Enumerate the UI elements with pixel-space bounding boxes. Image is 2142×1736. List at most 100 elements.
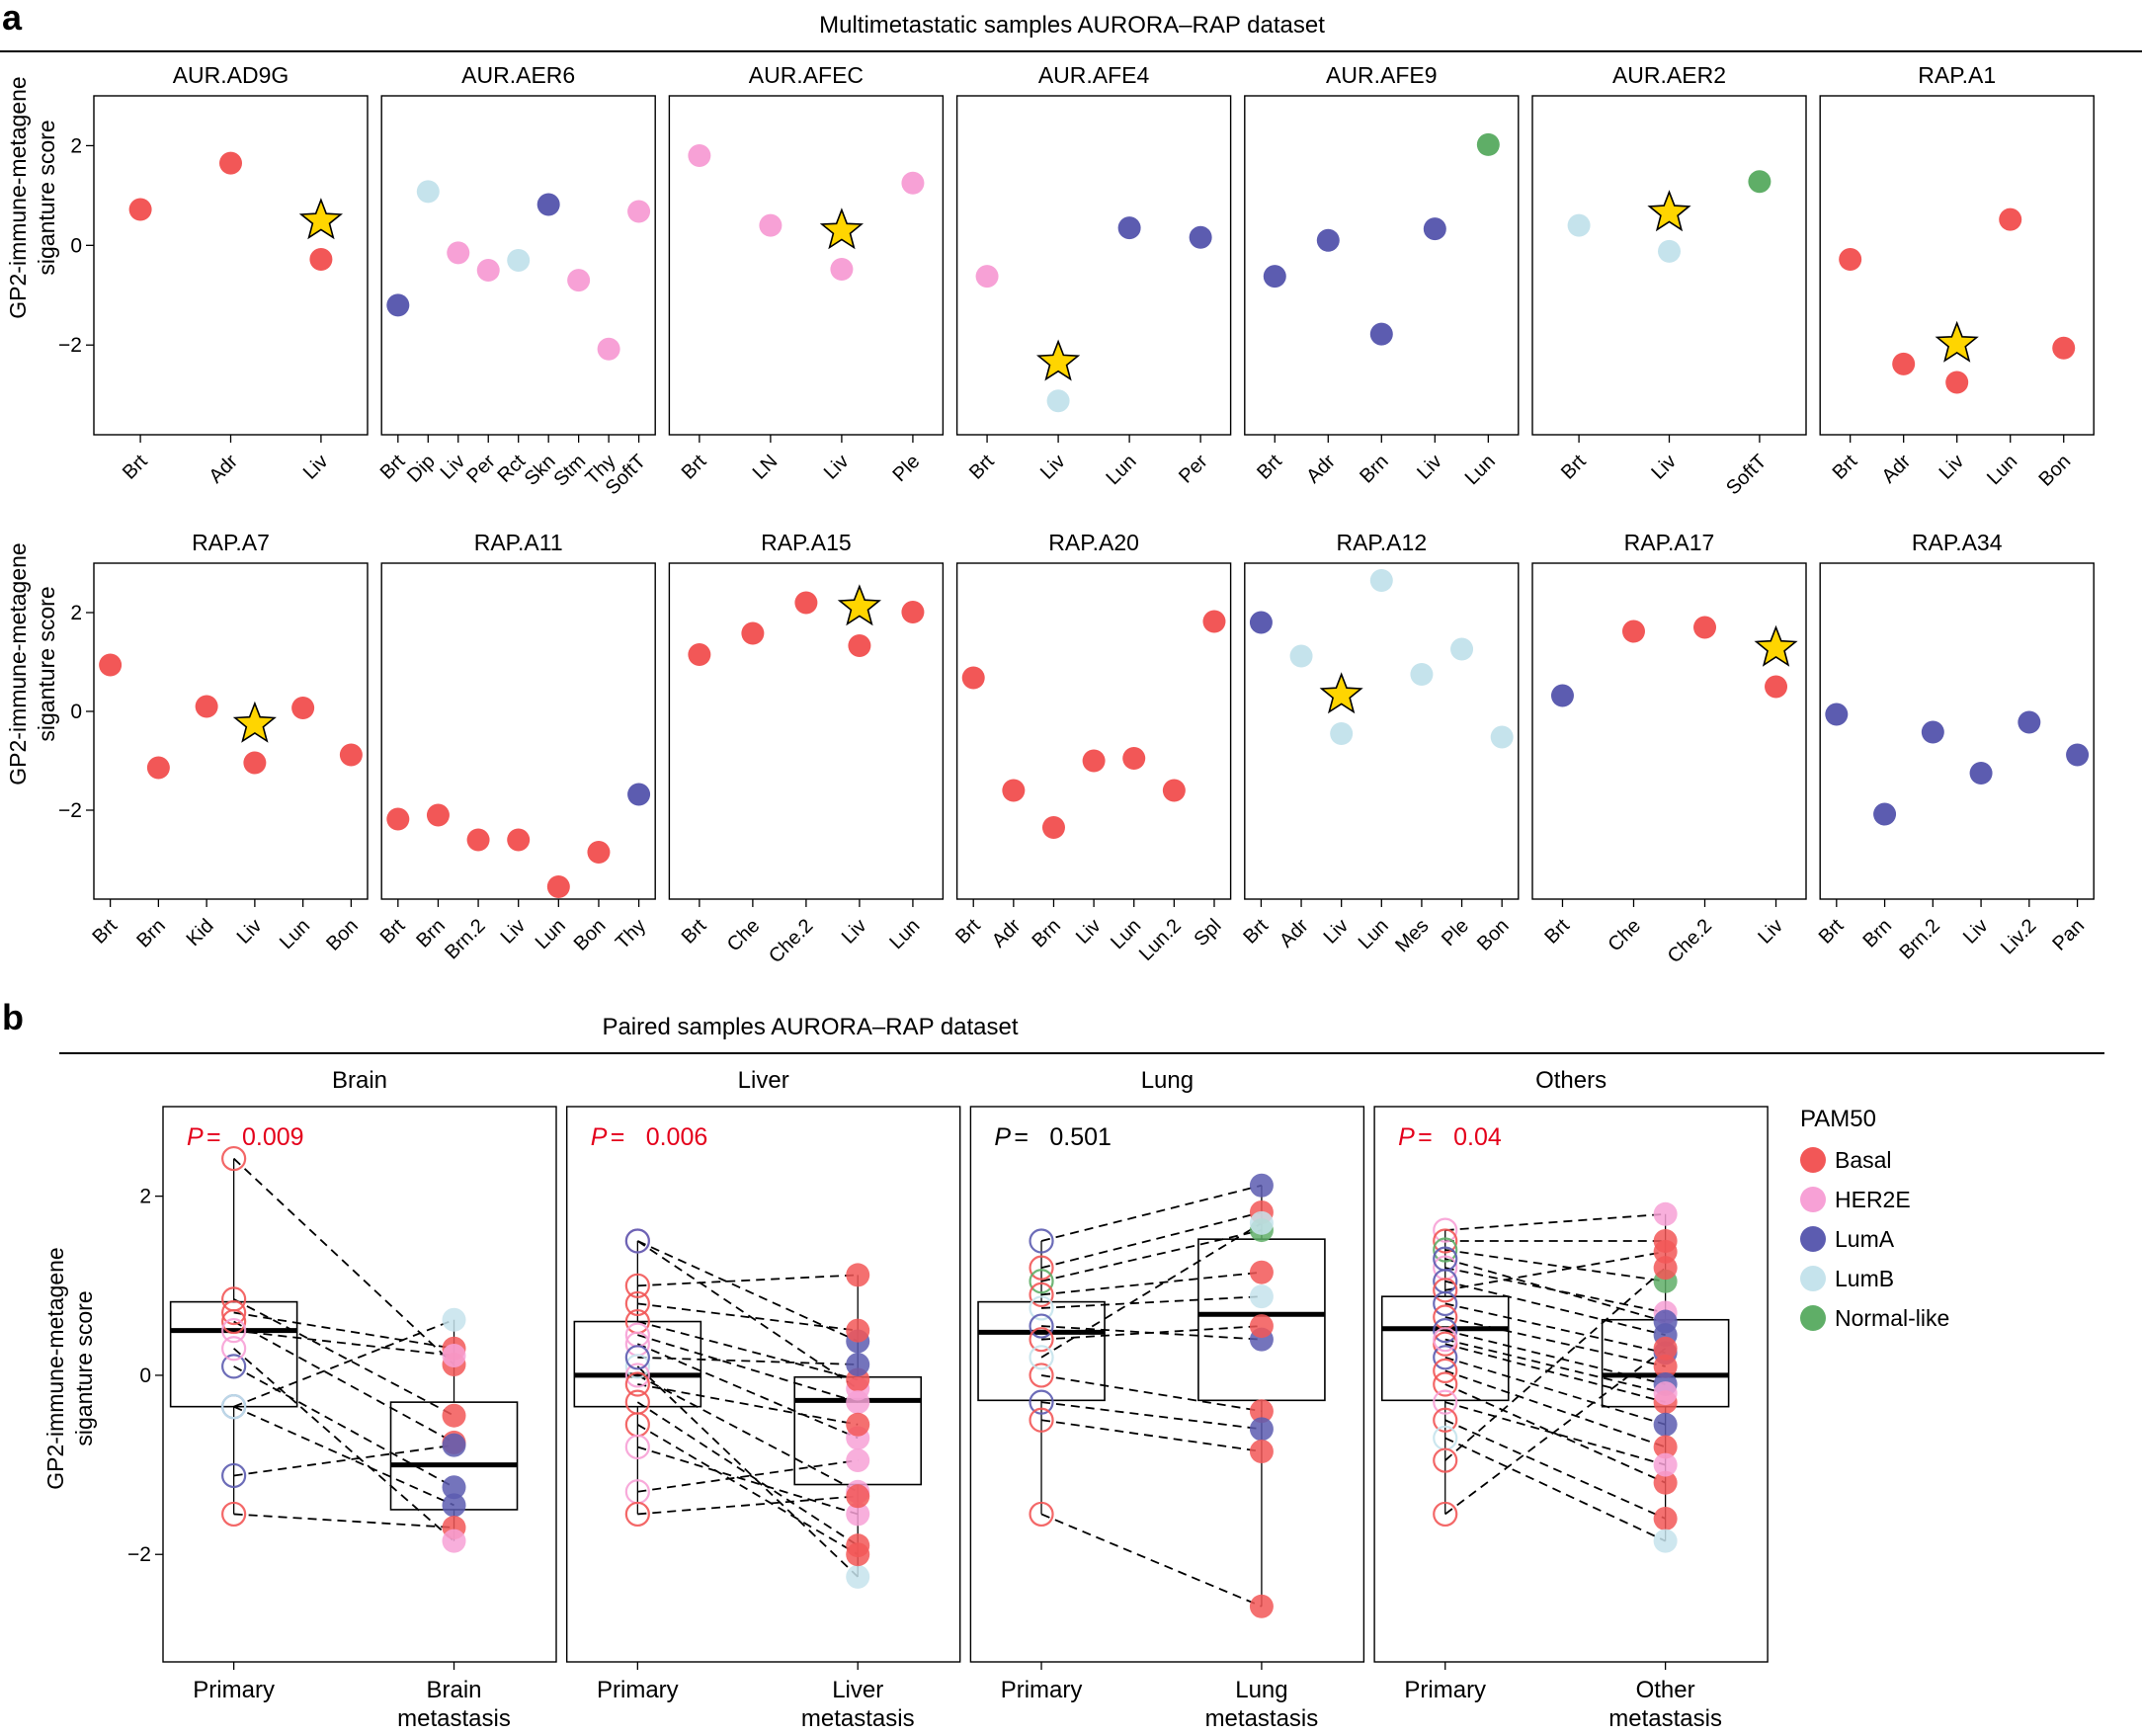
sample-point [386,807,410,831]
metastasis-point [846,1353,870,1377]
x-tick-label: Primary [1001,1677,1083,1703]
panel-b-title: Paired samples AURORA–RAP dataset [602,1014,1018,1040]
pair-line [637,1495,859,1516]
x-tick-label: Primary [193,1677,275,1703]
sample-point [447,241,470,265]
metastasis-point [1653,1336,1678,1361]
x-tick-label: Brt [678,451,711,484]
metastasis-point [442,1403,466,1428]
subplot-title: RAP.A20 [1048,530,1139,555]
sample-point [1892,352,1916,375]
metastasis-point [1653,1309,1678,1334]
legend-label: LumA [1835,1226,1895,1252]
x-tick-label: Liv [1754,915,1787,949]
x-tick-label: Primary [597,1677,679,1703]
x-tick-label: Dip [403,451,440,487]
x-tick-label: Brn.2 [1895,915,1943,963]
pair-line [1444,1212,1666,1231]
panel-a-ylabel-row2-line2: siganture score [34,586,59,741]
sample-point [1490,725,1514,749]
sample-point [1423,217,1446,241]
primary-point [1029,1269,1054,1294]
legend-swatch [1800,1147,1826,1173]
x-tick-label: Brt [1239,915,1273,949]
p-value-label: P [591,1123,608,1151]
sample-point [507,828,531,852]
pair-line [1444,1267,1666,1314]
primary-point [1029,1228,1054,1254]
pair-line [1444,1348,1667,1516]
primary-point [624,1354,650,1379]
sample-point [546,875,570,898]
primary-point [1433,1246,1458,1272]
x-tick-label: Kid [183,915,218,951]
pair-line [637,1446,859,1516]
sample-point [627,783,651,806]
x-tick-label: metastasis [1205,1705,1319,1731]
boxplot-frame [162,1106,557,1663]
x-tick-label: Pan [2048,915,2089,955]
primary-point [624,1434,650,1460]
sample-point [1046,389,1070,413]
pair-line [1444,1302,1666,1355]
x-tick-label: Liv [1036,451,1070,484]
primary-point [1433,1358,1458,1384]
primary-point [624,1290,650,1317]
pair-line [637,1356,859,1365]
x-tick-label: Liv [1959,915,1993,949]
primary-point [1433,1345,1458,1370]
pair-line [636,1424,859,1556]
primary-point [624,1345,650,1370]
sample-point [1621,620,1645,643]
x-tick-label: Che.2 [765,915,817,967]
box [977,1300,1106,1402]
x-tick-label: Brt [1540,915,1574,949]
legend-title: PAM50 [1800,1106,1876,1132]
sample-point [1969,762,1993,785]
pair-line [1040,1325,1262,1341]
sample-point [536,193,560,216]
x-tick-label: metastasis [801,1705,915,1731]
x-tick-label: Che.2 [1664,915,1716,967]
pair-line [1444,1419,1666,1520]
pair-line [1040,1374,1263,1413]
legend-label: Normal-like [1835,1305,1949,1331]
p-value-equals: = [611,1123,625,1151]
x-tick-label: Adr [205,451,242,488]
metastasis-point [1653,1201,1678,1226]
pair-line [637,1274,859,1287]
y-tick-label: 2 [139,1186,151,1208]
sample-point [1748,170,1771,194]
primary-point [221,1462,247,1489]
x-tick-label: Liver [832,1677,883,1703]
primary-point [624,1501,650,1528]
metastasis-point [1249,1284,1274,1309]
sample-point [1189,225,1212,249]
sample-point [291,697,315,719]
metastasis-point [1249,1260,1274,1284]
panel-b-ylabel-line1: GP2-immune-metagene [42,1247,68,1489]
sample-point [426,803,450,827]
primary-point [1029,1501,1054,1528]
pair-line [1444,1343,1666,1403]
liver-star-icon [1035,339,1081,381]
metastasis-point [846,1318,870,1343]
sample-point [507,248,531,272]
pair-line [1040,1184,1263,1242]
sample-point [219,151,242,175]
metastasis-point [1653,1435,1678,1459]
pair-line [1040,1513,1263,1608]
x-tick-label: Spl [1191,915,1226,951]
liver-star-icon [1647,190,1691,232]
sample-point [1117,216,1141,240]
pair-line [233,1298,454,1417]
x-tick-label: Liv [299,451,333,484]
pair-line [637,1334,859,1403]
x-tick-label: Brain [427,1677,482,1703]
metastasis-point [1249,1594,1274,1618]
legend-label: Basal [1835,1147,1892,1173]
metastasis-point [846,1448,870,1473]
group-title: Lung [1141,1067,1194,1094]
sample-point [901,601,925,623]
